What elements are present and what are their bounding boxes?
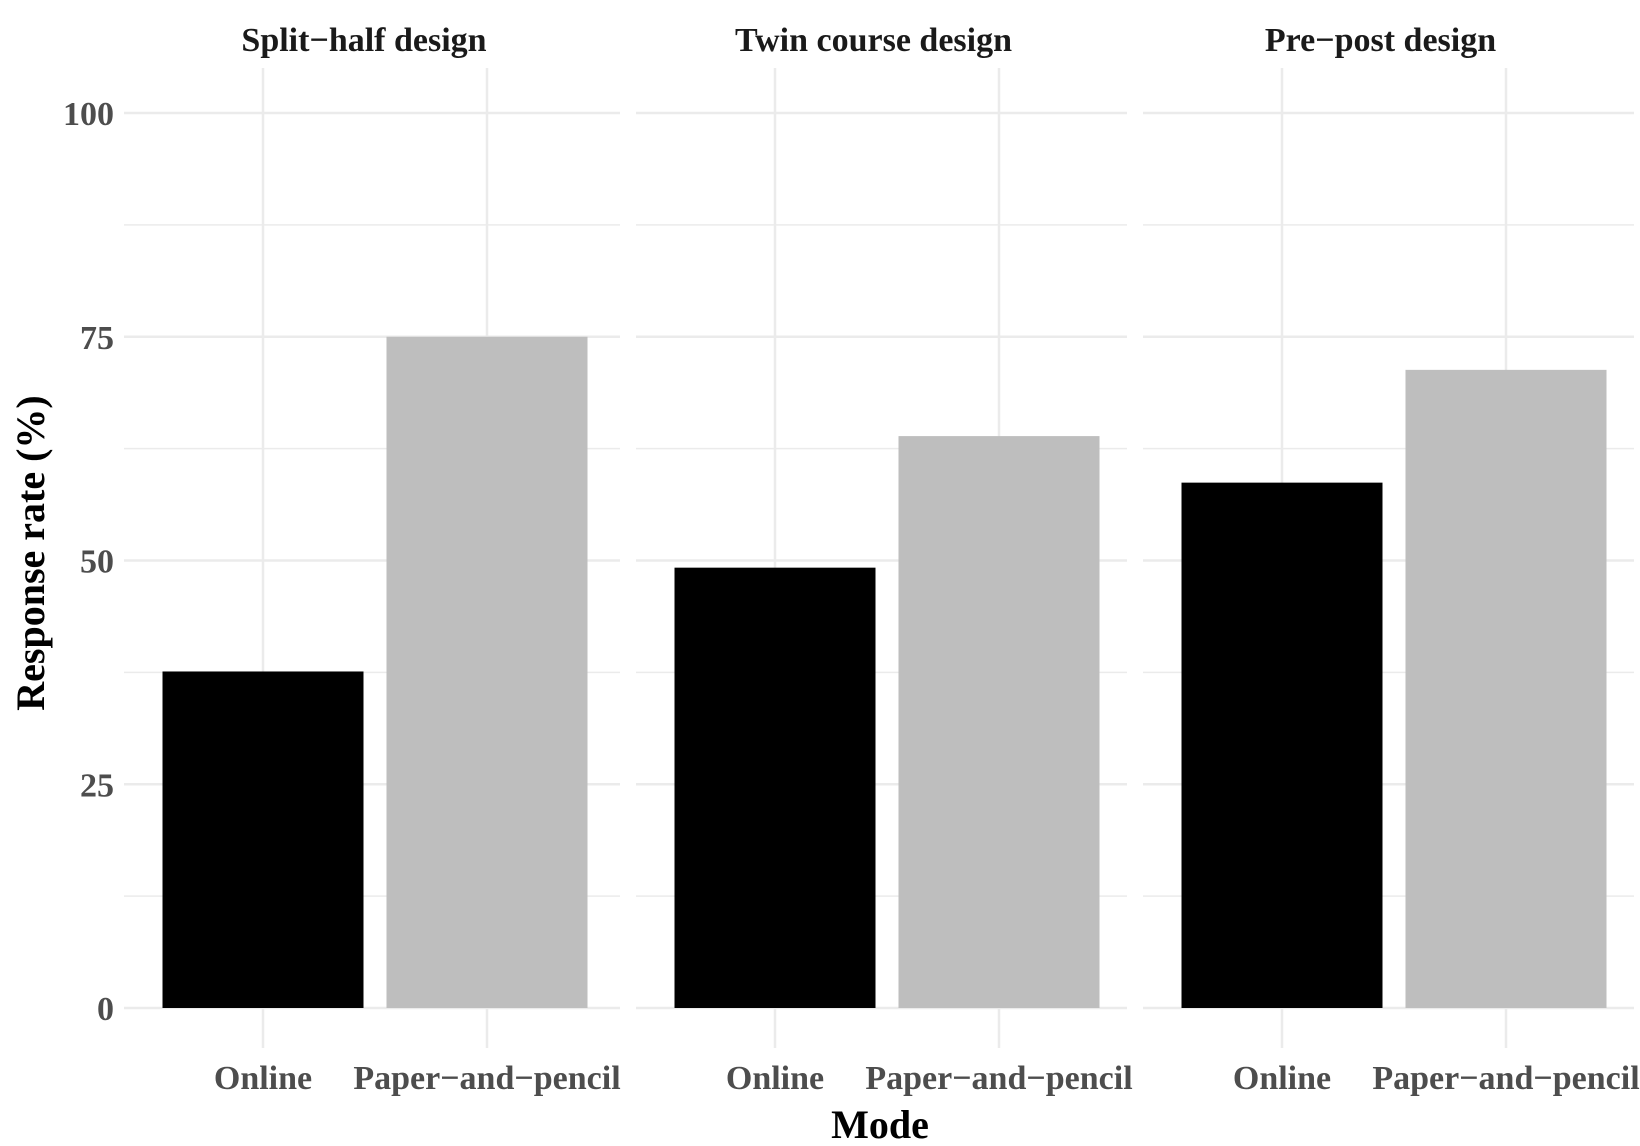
bars xyxy=(162,336,1607,1009)
facet-title: Twin course design xyxy=(735,22,1012,59)
y-tick-label: 100 xyxy=(63,96,114,133)
bar-online xyxy=(674,567,876,1008)
bar-online xyxy=(1181,482,1383,1008)
x-tick-label: Online xyxy=(1233,1060,1331,1097)
x-axis-title: Mode xyxy=(831,1102,929,1146)
y-axis-title: Response rate (%) xyxy=(8,395,53,711)
facet-title: Split−half design xyxy=(241,22,486,59)
y-tick-label: 75 xyxy=(80,320,114,357)
bar-paper-and-pencil xyxy=(1405,369,1607,1008)
bar-online xyxy=(162,671,364,1008)
y-tick-label: 0 xyxy=(97,991,114,1028)
facet-titles: Split−half design Twin course design Pre−p… xyxy=(241,22,1496,59)
facet-title: Pre−post design xyxy=(1265,22,1496,59)
y-tick-label: 50 xyxy=(80,544,114,581)
x-tick-label: Paper−and−pencil xyxy=(1372,1060,1639,1097)
bar-paper-and-pencil xyxy=(386,336,588,1008)
x-tick-label: Online xyxy=(214,1060,312,1097)
x-tick-label: Paper−and−pencil xyxy=(865,1060,1132,1097)
x-axis-ticks: Online Paper−and−pencil Online Paper−and−pe… xyxy=(214,1060,1640,1097)
x-tick-label: Paper−and−pencil xyxy=(353,1060,620,1097)
bar-paper-and-pencil xyxy=(898,436,1100,1009)
y-tick-label: 25 xyxy=(80,767,114,804)
y-axis-ticks: 0 25 50 75 100 xyxy=(63,96,114,1028)
x-tick-label: Online xyxy=(726,1060,824,1097)
